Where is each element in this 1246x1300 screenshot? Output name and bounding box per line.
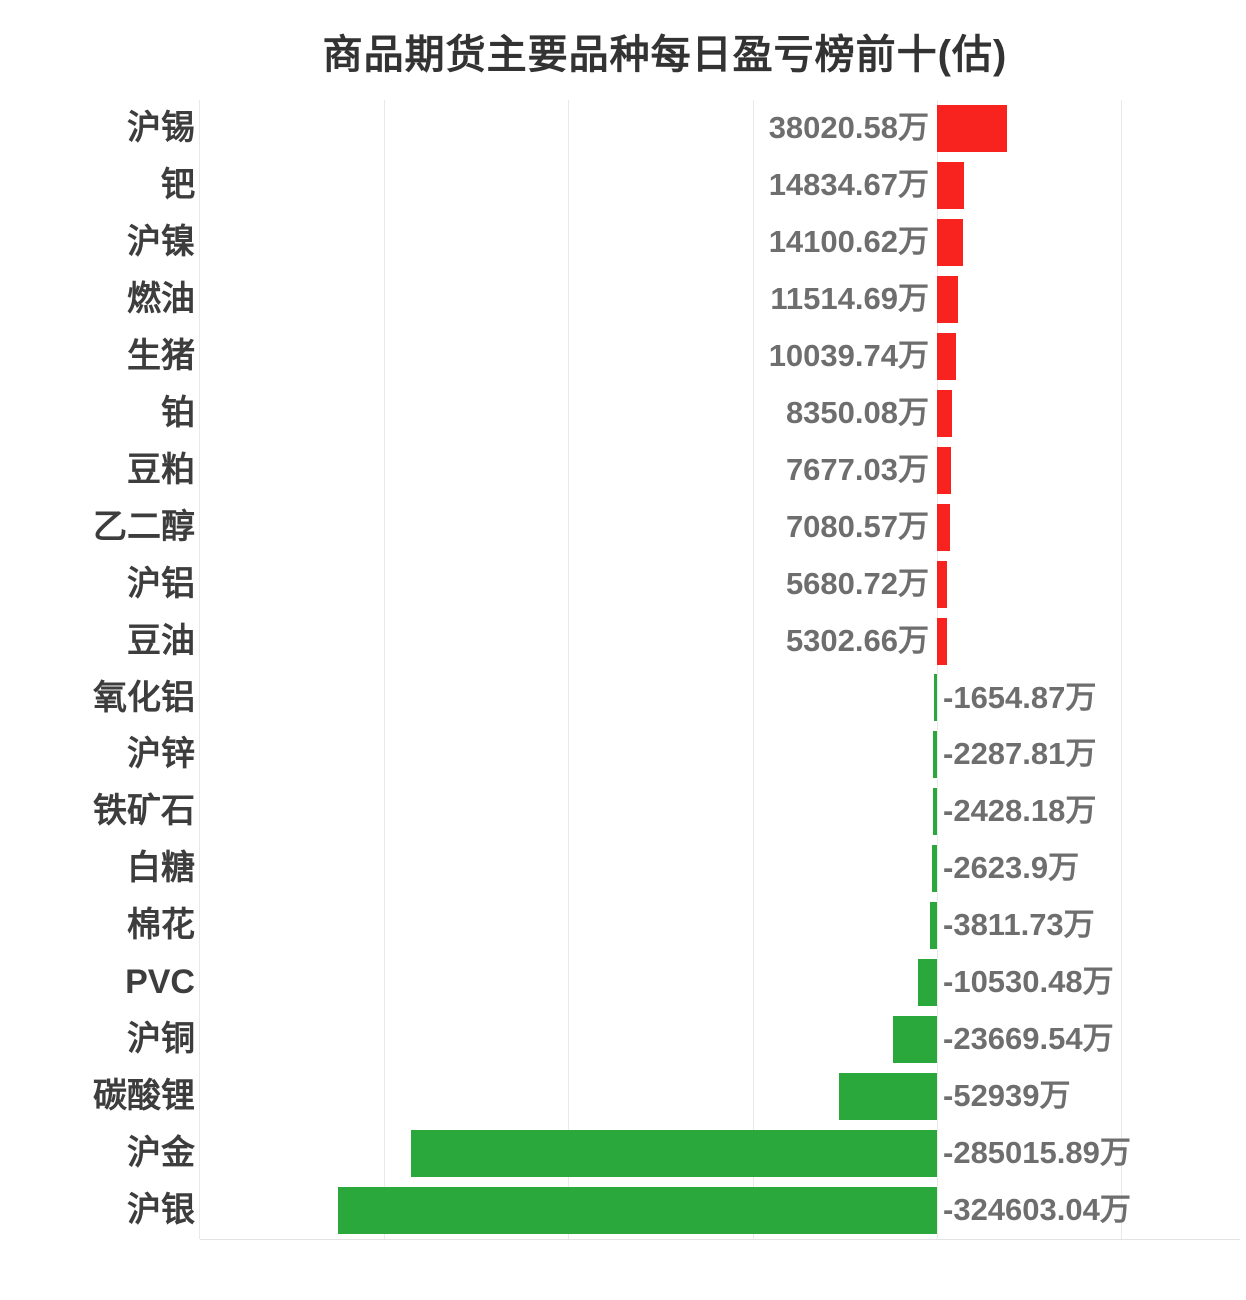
bar — [411, 1130, 937, 1178]
bar — [937, 218, 963, 266]
category-label: 棉花 — [127, 906, 195, 945]
category-label: 燃油 — [127, 279, 195, 318]
value-label: 38020.58万 — [768, 110, 929, 145]
value-label: -2623.9万 — [943, 850, 1080, 886]
bar — [937, 389, 953, 437]
category-label: 氧化铝 — [93, 678, 195, 717]
value-label: 5680.72万 — [785, 565, 929, 601]
category-label: 豆油 — [127, 621, 195, 660]
category-label: 沪锡 — [127, 109, 195, 147]
x-axis-line — [200, 1239, 1240, 1240]
bar — [937, 617, 947, 665]
value-label: 11514.69万 — [770, 280, 929, 316]
vertical-gridline — [1121, 100, 1123, 1239]
bar — [932, 845, 937, 893]
category-label: 铂 — [161, 393, 195, 432]
value-label: -2287.81万 — [943, 736, 1097, 772]
value-label: 14834.67万 — [768, 166, 929, 202]
vertical-gridline — [199, 100, 201, 1239]
category-label: 乙二醇 — [93, 507, 195, 546]
category-label: 碳酸锂 — [93, 1077, 195, 1116]
category-label: 沪镍 — [127, 222, 195, 261]
value-label: -3811.73万 — [943, 907, 1095, 943]
bar — [937, 560, 948, 608]
category-label: 白糖 — [127, 849, 195, 888]
bar — [932, 731, 937, 779]
vertical-gridline — [383, 100, 385, 1239]
value-label: 7080.57万 — [785, 508, 929, 544]
bar — [839, 1073, 937, 1121]
value-label: -324603.04万 — [943, 1192, 1131, 1228]
value-label: -52939万 — [943, 1078, 1071, 1114]
vertical-gridline — [568, 100, 570, 1239]
category-label: 沪锌 — [127, 735, 195, 774]
vertical-gridline — [937, 100, 938, 1239]
value-label: -23669.54万 — [943, 1021, 1114, 1057]
bar — [937, 161, 965, 209]
bar — [937, 503, 951, 551]
bar — [933, 674, 937, 722]
value-label: 14100.62万 — [768, 223, 929, 259]
bar — [937, 104, 1008, 152]
bar — [937, 275, 959, 323]
category-label: 沪金 — [127, 1134, 195, 1173]
category-label: 沪铜 — [127, 1020, 195, 1059]
category-label: 生猪 — [127, 336, 195, 375]
value-label: -2428.18万 — [943, 793, 1097, 829]
vertical-gridline — [752, 100, 754, 1239]
value-label: 10039.74万 — [768, 337, 929, 373]
category-label: PVC — [125, 963, 195, 1002]
value-label: -1654.87万 — [943, 679, 1097, 715]
bar — [893, 1016, 937, 1064]
category-label: 铁矿石 — [93, 792, 195, 831]
value-label: -10530.48万 — [943, 964, 1114, 1000]
value-label: 5302.66万 — [785, 622, 929, 658]
bar — [338, 1187, 937, 1235]
bar — [929, 902, 937, 950]
value-label: 8350.08万 — [785, 394, 929, 430]
chart-title: 商品期货主要品种每日盈亏榜前十(估) — [322, 33, 1008, 77]
bar — [932, 788, 937, 836]
category-label: 沪铝 — [127, 564, 195, 603]
category-label: 沪银 — [127, 1191, 195, 1230]
bar — [937, 332, 956, 380]
bar — [917, 959, 937, 1007]
value-label: -285015.89万 — [943, 1135, 1131, 1171]
category-label: 钯 — [161, 165, 195, 204]
value-label: 7677.03万 — [785, 451, 929, 487]
category-label: 豆粕 — [127, 450, 195, 489]
bar — [937, 446, 952, 494]
